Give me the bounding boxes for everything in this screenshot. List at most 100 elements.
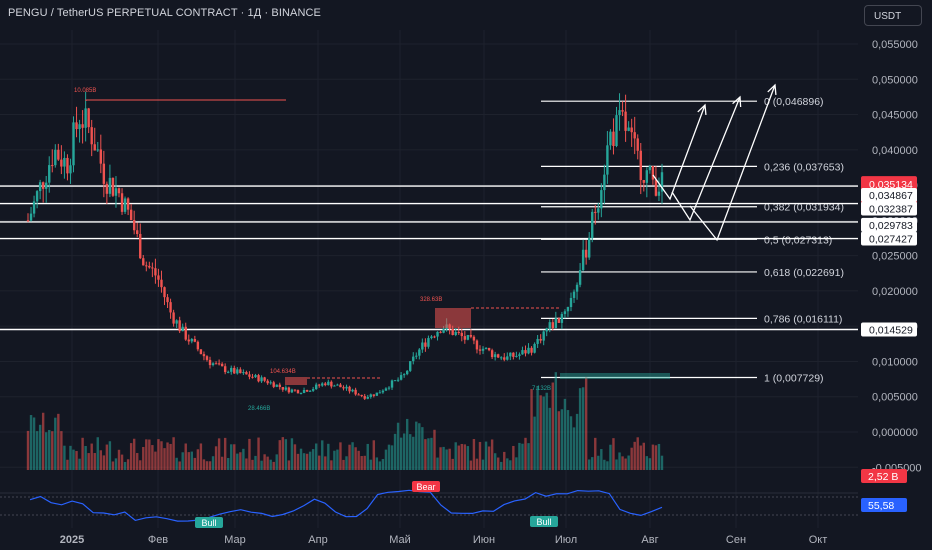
candle-body	[220, 363, 224, 367]
candle-body	[545, 328, 548, 332]
candle-body	[369, 394, 372, 397]
time-tick-label: Мар	[224, 534, 246, 546]
candle-body	[248, 374, 251, 377]
volume-bar	[460, 443, 463, 470]
projection-path	[689, 84, 776, 242]
volume-bar	[54, 417, 57, 470]
volume-bar	[242, 448, 245, 470]
projection-arrows[interactable]	[652, 83, 777, 242]
volume-bar	[275, 454, 278, 470]
volume-bar	[72, 449, 75, 470]
volume-bar	[390, 445, 394, 470]
rsi-pane: Bear Bull Bull	[0, 481, 858, 528]
volume-bar	[87, 453, 90, 470]
candle-body	[208, 359, 212, 366]
candle-body	[245, 372, 248, 375]
rsi-divergence-badge	[530, 516, 558, 527]
volume-bar	[503, 451, 506, 470]
price-tick-label: 0,000000	[872, 427, 918, 439]
level-price-badge	[861, 231, 917, 246]
currency-button[interactable]: USDT	[864, 5, 922, 26]
fib-level-label: 0 (0,046896)	[764, 96, 824, 108]
rsi-divergence-badge	[412, 481, 440, 492]
volume-bar	[287, 460, 291, 470]
volume-bar	[296, 453, 300, 470]
candle-body	[469, 334, 473, 337]
candle-body	[633, 132, 636, 139]
volume-bar	[105, 444, 109, 470]
price-axis[interactable]: 0,0550000,0500000,0450000,0400000,035000…	[872, 39, 922, 474]
candle-body	[351, 389, 354, 392]
candle-body	[530, 347, 533, 353]
candle-body	[466, 334, 470, 340]
candle-body	[618, 110, 621, 116]
volume-bar	[32, 417, 36, 470]
candle-body	[308, 390, 312, 392]
volume-bar	[594, 437, 597, 470]
time-axis[interactable]: 2025 Фев Мар Апр Май Июн Июл Авг Сен Окт	[60, 534, 828, 546]
volume-bar	[575, 413, 579, 470]
volume-bar	[336, 449, 339, 470]
volume-bar	[527, 443, 530, 470]
candle-body	[175, 320, 178, 324]
volume-bar	[245, 458, 248, 470]
candle-body	[405, 370, 409, 375]
candle-body	[148, 265, 151, 268]
volume-bar	[333, 450, 336, 470]
candle-body	[454, 332, 457, 336]
fib-level-label: 0,786 (0,016111)	[764, 313, 842, 325]
rsi-divergence-label: Bear	[416, 482, 435, 492]
volume-bar	[554, 372, 558, 470]
volume-bar	[327, 443, 330, 470]
volume-bar	[281, 437, 285, 470]
candle-body	[151, 267, 154, 269]
candle-body	[169, 302, 172, 313]
candle-body	[57, 149, 60, 160]
time-tick-label: 2025	[60, 534, 84, 546]
volume-bar	[233, 444, 236, 470]
candle-body	[233, 367, 236, 374]
candle-body	[196, 341, 200, 350]
candle-body	[35, 191, 39, 202]
candle-body	[199, 349, 203, 355]
demand-zone	[560, 373, 670, 379]
volume-bar	[196, 449, 200, 470]
price-tick-label: 0,055000	[872, 39, 918, 51]
volume-bar	[487, 446, 491, 470]
price-tick-label: 0,025000	[872, 251, 918, 263]
volume-bar	[572, 427, 576, 470]
volume-bar	[405, 418, 409, 470]
volume-bar	[612, 438, 615, 470]
volume-bar	[257, 437, 260, 470]
candle-body	[393, 380, 397, 382]
arrow-head	[767, 83, 777, 96]
volume-bar	[627, 455, 630, 470]
volume-bar	[260, 460, 263, 470]
volume-bar	[230, 444, 233, 470]
candle-body	[136, 230, 139, 234]
candle-body	[139, 233, 142, 259]
candle-body	[506, 356, 509, 360]
volume-bar	[75, 451, 78, 470]
candle-body	[327, 381, 330, 386]
candle-body	[539, 338, 542, 341]
candle-body	[230, 367, 233, 372]
candle-body	[345, 386, 348, 389]
candle-body	[166, 297, 169, 303]
volume-bar	[324, 456, 327, 470]
candle-body	[117, 188, 121, 194]
candle-body	[645, 170, 649, 183]
candle-body	[521, 350, 524, 355]
candle-body	[29, 213, 33, 221]
volume-bar	[157, 439, 160, 470]
candle-body	[366, 396, 369, 399]
candle-body	[60, 159, 63, 167]
volume-bar	[166, 442, 169, 470]
candle-body	[90, 127, 93, 145]
volume-bar	[372, 440, 376, 470]
candle-body	[421, 342, 424, 350]
candle-body	[603, 174, 606, 191]
volume-bar	[308, 451, 312, 470]
candle-body	[436, 331, 439, 337]
